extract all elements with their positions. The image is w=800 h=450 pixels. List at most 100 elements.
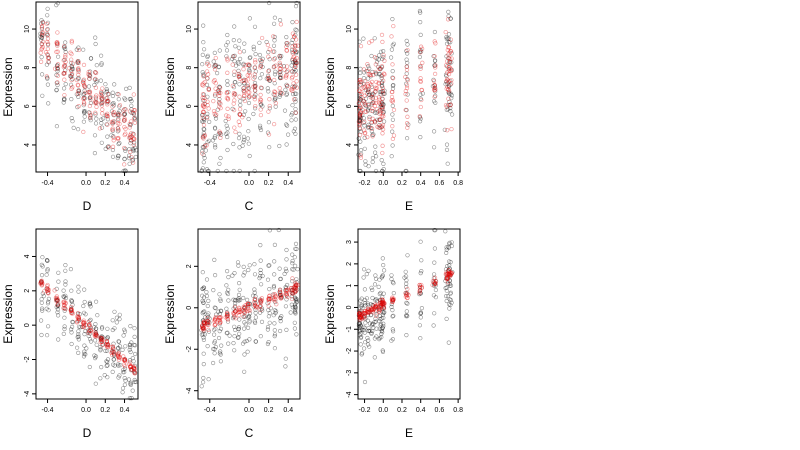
observed-point xyxy=(356,152,361,157)
observed-point xyxy=(132,334,137,340)
observed-point xyxy=(381,110,386,115)
observed-point xyxy=(98,348,103,353)
fitted-point xyxy=(69,71,75,77)
observed-point xyxy=(81,91,87,96)
observed-point xyxy=(94,78,99,83)
fitted-point xyxy=(273,297,278,302)
observed-point xyxy=(129,103,134,108)
observed-point xyxy=(282,271,287,277)
observed-point xyxy=(233,92,238,97)
observed-point xyxy=(293,282,299,288)
fitted-point xyxy=(284,290,289,296)
fitted-point xyxy=(81,321,86,326)
observed-point xyxy=(444,107,449,112)
observed-point xyxy=(381,306,387,311)
observed-point xyxy=(230,316,236,321)
observed-point xyxy=(242,77,247,82)
observed-point xyxy=(444,250,449,255)
y-tick-label: 4 xyxy=(24,143,31,147)
observed-point xyxy=(77,312,82,317)
fitted-point xyxy=(201,328,206,333)
fitted-point xyxy=(272,90,278,95)
observed-point xyxy=(444,285,449,290)
fitted-point xyxy=(76,316,82,321)
observed-point xyxy=(293,307,298,312)
fitted-point xyxy=(446,271,451,276)
observed-point xyxy=(290,57,295,63)
observed-point xyxy=(46,308,51,313)
observed-point xyxy=(293,309,298,314)
fitted-point xyxy=(277,287,283,292)
observed-point xyxy=(362,81,367,86)
observed-point xyxy=(357,39,362,44)
observed-point xyxy=(62,306,67,311)
observed-point xyxy=(447,59,452,64)
fitted-point xyxy=(278,290,283,295)
fitted-point xyxy=(366,103,371,108)
fitted-point xyxy=(365,306,371,311)
fitted-point xyxy=(251,84,256,89)
observed-point xyxy=(293,61,298,66)
fitted-point xyxy=(367,40,372,45)
fitted-point xyxy=(246,90,251,95)
observed-point xyxy=(242,306,247,311)
observed-point xyxy=(418,96,423,101)
fitted-point xyxy=(230,62,235,67)
observed-point xyxy=(362,328,367,333)
observed-point xyxy=(279,90,284,95)
fitted-point xyxy=(290,44,295,49)
fitted-point xyxy=(258,98,264,103)
fitted-point xyxy=(279,75,284,80)
fitted-point xyxy=(380,298,386,303)
fitted-point xyxy=(61,305,66,311)
observed-point xyxy=(212,339,217,344)
observed-point xyxy=(293,32,298,38)
observed-point xyxy=(87,72,92,77)
observed-point xyxy=(290,258,295,264)
observed-point xyxy=(230,54,236,59)
fitted-point xyxy=(365,68,371,74)
observed-point xyxy=(390,43,395,48)
observed-point xyxy=(122,168,128,173)
fitted-point xyxy=(370,100,375,106)
fitted-point xyxy=(405,291,410,296)
fitted-point xyxy=(357,121,363,126)
observed-point xyxy=(76,337,81,342)
observed-point xyxy=(98,345,103,350)
fitted-point xyxy=(76,60,82,66)
fitted-point xyxy=(237,112,243,117)
fitted-point xyxy=(95,333,100,339)
observed-point xyxy=(381,301,386,307)
observed-point xyxy=(93,331,99,337)
fitted-point xyxy=(369,306,374,311)
observed-point xyxy=(369,331,374,336)
fitted-point xyxy=(362,310,367,316)
fitted-point xyxy=(252,88,258,93)
observed-point xyxy=(115,362,121,367)
y-tick-label: 8 xyxy=(186,66,193,70)
observed-point xyxy=(41,294,46,299)
fitted-point xyxy=(87,89,93,94)
fitted-point xyxy=(277,60,282,65)
fitted-point xyxy=(266,296,271,301)
fitted-point xyxy=(293,286,298,291)
observed-point xyxy=(373,168,379,174)
fitted-point xyxy=(55,62,61,67)
observed-point xyxy=(290,20,295,25)
fitted-point xyxy=(284,293,289,298)
observed-point xyxy=(366,89,371,94)
x-tick-label: -0.2 xyxy=(359,407,371,414)
fitted-point xyxy=(377,299,383,304)
observed-point xyxy=(70,320,76,325)
fitted-point xyxy=(258,65,263,70)
observed-point xyxy=(283,304,289,309)
fitted-point xyxy=(258,307,263,313)
fitted-point xyxy=(362,311,367,316)
observed-point xyxy=(376,109,381,114)
observed-point xyxy=(93,112,98,117)
fitted-point xyxy=(449,270,454,276)
observed-point xyxy=(55,302,60,307)
fitted-point xyxy=(93,94,98,100)
observed-point xyxy=(123,86,129,91)
observed-point xyxy=(212,50,217,56)
